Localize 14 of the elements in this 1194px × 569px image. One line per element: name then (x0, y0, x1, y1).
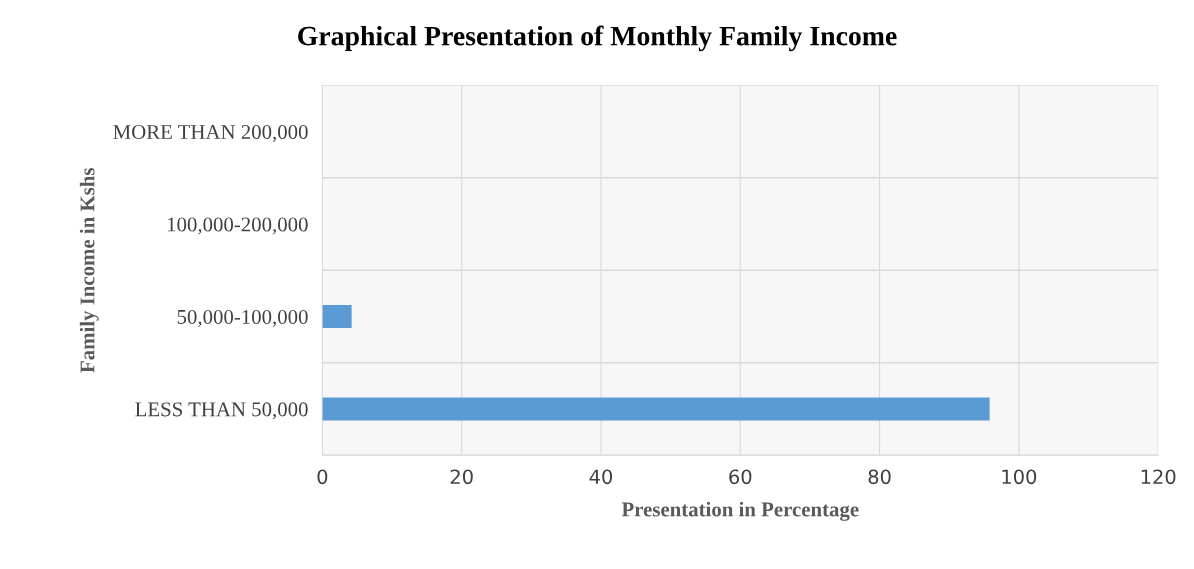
x-tick-label: 120 (1141, 469, 1176, 485)
x-tick-label: 60 (729, 469, 752, 485)
y-tick-label: LESS THAN 50,000 (135, 402, 308, 420)
y-axis-title: Family Income in Kshs (79, 168, 99, 373)
x-axis-title: Presentation in Percentage (621, 501, 859, 521)
x-tick-label: 0 (317, 469, 328, 485)
y-tick-label: 100,000-200,000 (167, 217, 308, 235)
x-tick-label: 80 (868, 469, 891, 485)
chart-title: Graphical Presentation of Monthly Family Income (298, 25, 897, 52)
x-tick-label: 40 (589, 469, 613, 485)
y-tick-label: MORE THAN 200,000 (113, 124, 308, 143)
x-tick-label: 20 (450, 469, 473, 485)
y-tick-label: 50,000-100,000 (177, 309, 308, 327)
x-tick-label: 100 (1002, 469, 1037, 485)
